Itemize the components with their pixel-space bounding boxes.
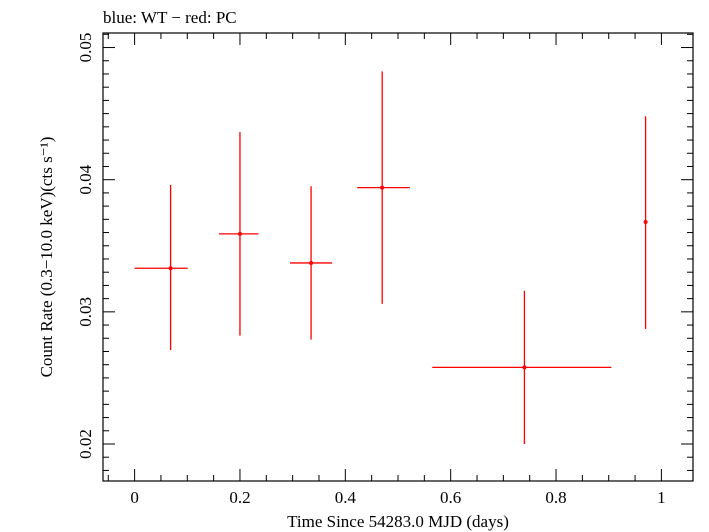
x-axis-label: Time Since 54283.0 MJD (days) bbox=[287, 512, 509, 531]
y-tick-label: 0.05 bbox=[76, 33, 95, 63]
data-point bbox=[309, 260, 314, 265]
data-point-group bbox=[643, 116, 648, 330]
x-tick-labels: 0 0.2 0.4 0.6 0.8 1 bbox=[130, 488, 665, 507]
y-tick-label: 0.02 bbox=[76, 429, 95, 459]
data-series bbox=[134, 71, 648, 444]
y-axis-label: Count Rate (0.3−10.0 keV)(cts s⁻¹) bbox=[37, 137, 56, 378]
x-tick-label: 0.6 bbox=[440, 488, 461, 507]
data-point bbox=[237, 231, 242, 236]
x-tick-label: 1 bbox=[657, 488, 666, 507]
chart-title: blue: WT − red: PC bbox=[103, 8, 237, 27]
data-point-group bbox=[357, 71, 410, 304]
axis-ticks bbox=[103, 33, 693, 481]
y-tick-labels: 0.02 0.03 0.04 0.05 bbox=[76, 33, 95, 459]
x-tick-label: 0 bbox=[130, 488, 139, 507]
plot-frame bbox=[102, 32, 694, 482]
x-tick-label: 0.4 bbox=[335, 488, 357, 507]
data-point-group bbox=[134, 184, 188, 351]
y-tick-label: 0.04 bbox=[76, 164, 95, 194]
x-tick-label: 0.2 bbox=[229, 488, 250, 507]
data-point-group bbox=[432, 290, 612, 444]
data-point-group bbox=[290, 186, 333, 340]
data-point bbox=[380, 185, 385, 190]
data-point bbox=[168, 266, 173, 271]
y-tick-label: 0.03 bbox=[76, 297, 95, 327]
data-point bbox=[522, 365, 527, 370]
data-point bbox=[643, 219, 648, 224]
data-point-group bbox=[218, 132, 259, 336]
x-tick-label: 0.8 bbox=[545, 488, 566, 507]
